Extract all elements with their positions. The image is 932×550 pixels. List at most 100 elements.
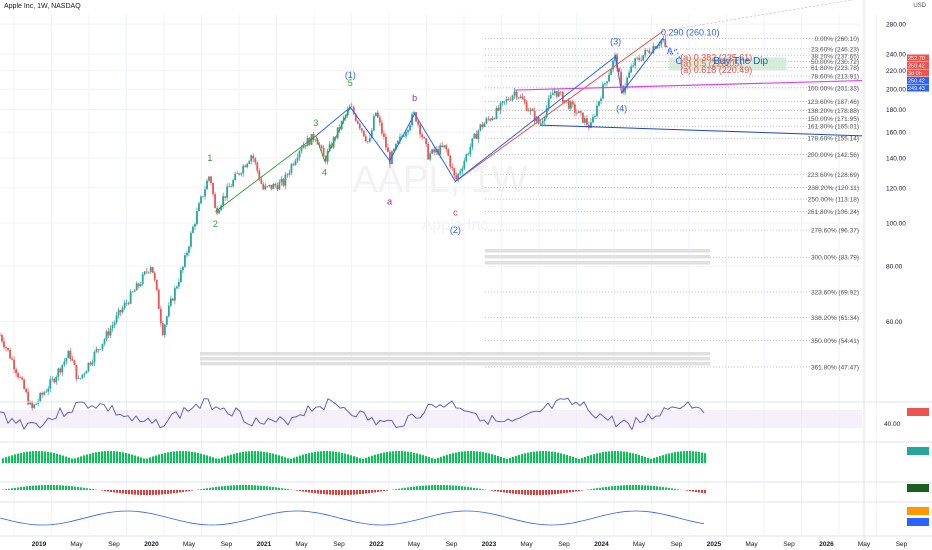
candle-body xyxy=(473,133,476,139)
candle-body xyxy=(208,176,210,181)
osc-bar xyxy=(614,485,616,490)
osc-bar xyxy=(230,485,232,490)
candle-body xyxy=(228,186,231,188)
candle-body xyxy=(495,107,498,119)
time-tick: May xyxy=(183,541,196,548)
candle-body xyxy=(527,110,530,112)
candle-body xyxy=(51,378,54,380)
hist-bar xyxy=(413,452,415,463)
candle-body xyxy=(644,50,647,56)
hist-bar xyxy=(443,455,445,463)
osc-bar xyxy=(152,490,154,495)
candle-body xyxy=(3,341,5,348)
wave-label: 1 xyxy=(207,153,212,163)
grid xyxy=(0,14,877,535)
hist-bar xyxy=(245,451,247,463)
osc-bar xyxy=(464,486,466,490)
candle-body xyxy=(157,289,160,309)
candle-body xyxy=(214,194,216,208)
candle-body xyxy=(145,271,148,273)
candle-body xyxy=(624,86,627,93)
time-tick: Sep xyxy=(671,541,683,548)
osc-bar xyxy=(56,485,58,490)
candle-body xyxy=(290,164,293,173)
time-axis[interactable]: 2019 May Sep 2020 May Sep 2021 May Sep 2022 May Sep… xyxy=(0,535,932,548)
candle-body xyxy=(19,377,21,378)
candle-body xyxy=(555,90,558,97)
hist-bar xyxy=(527,452,529,463)
osc-bar xyxy=(608,486,610,490)
osc-bar xyxy=(641,485,643,490)
candle-body xyxy=(586,118,588,125)
osc-bar xyxy=(527,490,529,495)
candle-body xyxy=(284,174,287,186)
time-tick: May xyxy=(520,541,533,548)
hist-bar xyxy=(428,457,430,463)
candle-body xyxy=(302,145,305,149)
time-tick: Sep xyxy=(333,541,345,548)
candle-body xyxy=(626,77,629,87)
osc-bar xyxy=(677,489,679,490)
candle-body xyxy=(256,162,259,171)
hist-bar xyxy=(128,453,130,463)
osc-bar xyxy=(518,490,520,495)
hist-bar xyxy=(317,451,319,463)
candle-body xyxy=(391,151,393,165)
osc-bar xyxy=(170,490,172,494)
osc-bar xyxy=(548,490,550,495)
candle-body xyxy=(411,114,413,126)
osc-bar xyxy=(125,490,127,494)
hist-bar xyxy=(182,451,184,463)
hist-bar xyxy=(467,451,469,463)
time-tick: 2019 xyxy=(32,541,47,548)
hist-bar xyxy=(266,452,268,463)
candle-body xyxy=(95,348,98,352)
candle-body xyxy=(579,111,582,113)
candle-body xyxy=(602,84,604,99)
hist-bar xyxy=(464,451,466,463)
candle-body xyxy=(143,271,146,275)
candle-body xyxy=(551,93,554,95)
osc-bar xyxy=(212,487,214,490)
hist-bar xyxy=(278,455,280,463)
osc-bar xyxy=(458,485,460,490)
candle-body xyxy=(549,94,552,99)
fib-label: 123.60% (187.46) xyxy=(807,99,859,106)
price-axis[interactable]: 60.00 80.00 100.00 120.00 140.00 160.00 180.00… xyxy=(863,0,929,550)
hist-bar xyxy=(254,451,256,463)
candle-body xyxy=(567,100,570,109)
candle-body xyxy=(236,173,239,174)
candle-body xyxy=(352,107,355,114)
candle-body xyxy=(374,112,377,117)
hist-bar xyxy=(596,453,598,463)
candle-body xyxy=(370,130,373,139)
osc-bar xyxy=(254,485,256,490)
fib-label: 223.60% (128.69) xyxy=(807,172,859,179)
hist-bar xyxy=(188,451,190,463)
hist-bar xyxy=(665,454,667,463)
hist-bar xyxy=(647,457,649,463)
osc-bar xyxy=(134,490,136,495)
candle-body xyxy=(364,136,367,142)
osc-bar xyxy=(104,490,106,492)
osc-bar xyxy=(101,490,103,491)
candle-body xyxy=(449,155,452,167)
hist-bar xyxy=(44,451,46,463)
candle-body xyxy=(628,72,631,78)
candle-body xyxy=(27,392,30,405)
hist-bar xyxy=(500,457,502,463)
candle-body xyxy=(557,91,560,97)
candle-body xyxy=(300,148,303,152)
target-label: (a) 0.382 (235.61) xyxy=(680,52,752,62)
candle-body xyxy=(646,50,649,51)
osc-bar xyxy=(65,485,67,490)
candle-body xyxy=(509,99,512,101)
candle-body xyxy=(0,334,1,336)
osc-bar xyxy=(221,486,223,490)
hist-bar xyxy=(656,457,658,463)
green-wave-line xyxy=(215,107,351,213)
candle-body xyxy=(308,137,311,145)
osc-bar xyxy=(248,485,250,490)
osc-bar xyxy=(437,485,439,490)
wave-label: (3) xyxy=(610,36,621,46)
